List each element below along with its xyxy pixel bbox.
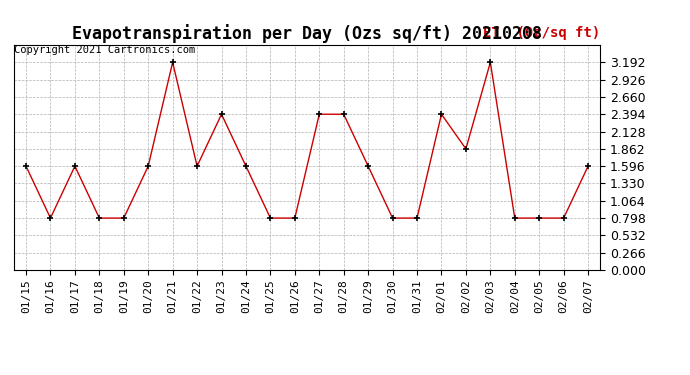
Text: Copyright 2021 Cartronics.com: Copyright 2021 Cartronics.com [14,45,195,55]
Title: Evapotranspiration per Day (Ozs sq/ft) 20210208: Evapotranspiration per Day (Ozs sq/ft) 2… [72,24,542,44]
Text: ET  (0z/sq ft): ET (0z/sq ft) [483,27,600,40]
